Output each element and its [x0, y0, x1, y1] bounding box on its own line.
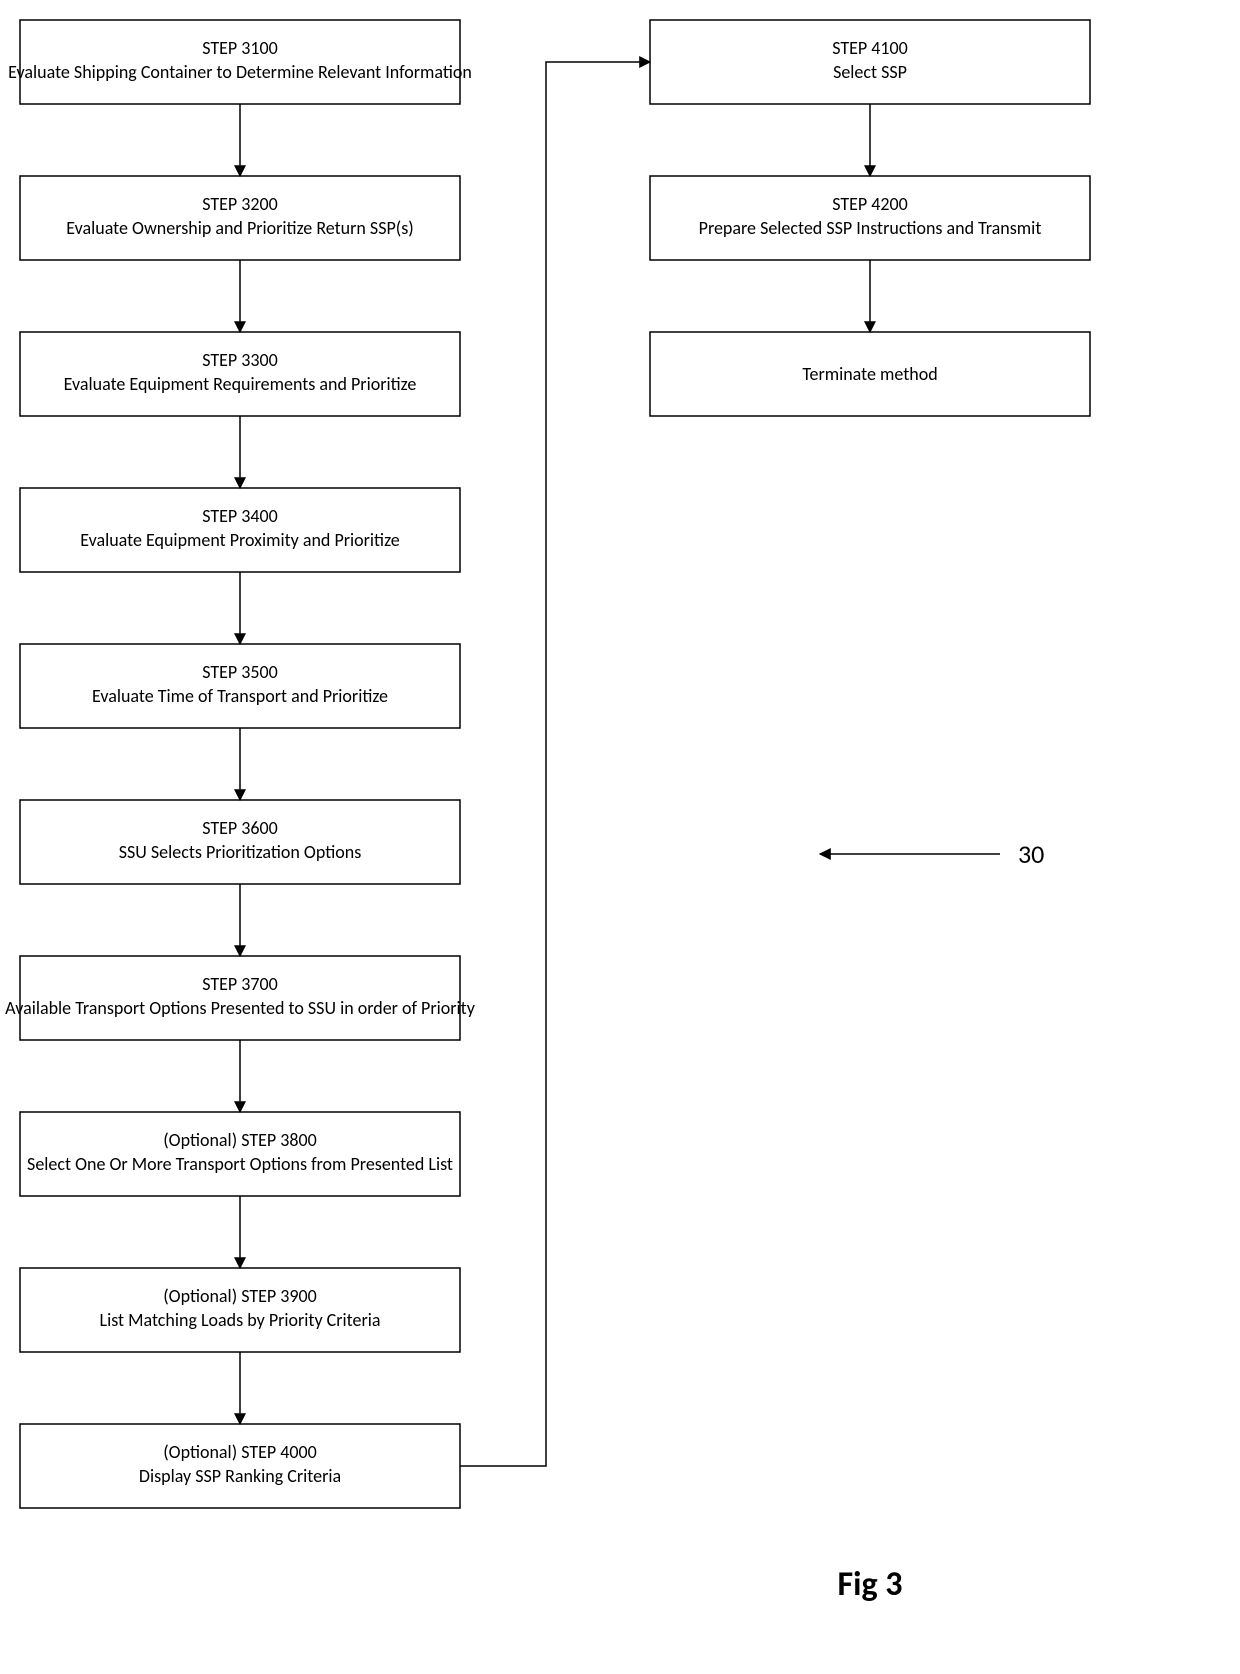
step-title: STEP 3100	[202, 37, 278, 59]
step-desc: Select One Or More Transport Options fro…	[27, 1153, 453, 1175]
figure-label: Fig 3	[838, 1564, 903, 1605]
step-box-left-9: (Optional) STEP 4000Display SSP Ranking …	[20, 1424, 460, 1508]
step-title: STEP 3700	[202, 973, 278, 995]
step-title: STEP 4100	[832, 37, 908, 59]
step-box-left-4: STEP 3500Evaluate Time of Transport and …	[20, 644, 460, 728]
step-desc: SSU Selects Prioritization Options	[119, 841, 361, 863]
cross-connector	[460, 62, 650, 1466]
step-box-left-1: STEP 3200Evaluate Ownership and Prioriti…	[20, 176, 460, 260]
step-box-right-1: STEP 4200Prepare Selected SSP Instructio…	[650, 176, 1090, 260]
step-box-left-6: STEP 3700Available Transport Options Pre…	[5, 956, 476, 1040]
step-box-right-0: STEP 4100Select SSP	[650, 20, 1090, 104]
step-title: STEP 3400	[202, 505, 278, 527]
step-desc: Select SSP	[833, 61, 907, 83]
step-desc: List Matching Loads by Priority Criteria	[100, 1309, 381, 1331]
step-box-left-2: STEP 3300Evaluate Equipment Requirements…	[20, 332, 460, 416]
step-desc: Prepare Selected SSP Instructions and Tr…	[699, 217, 1042, 239]
step-desc: Evaluate Equipment Proximity and Priorit…	[80, 529, 400, 551]
step-box-left-8: (Optional) STEP 3900List Matching Loads …	[20, 1268, 460, 1352]
flowchart-canvas: STEP 3100Evaluate Shipping Container to …	[0, 0, 1240, 1674]
step-title: (Optional) STEP 3800	[163, 1129, 317, 1151]
step-box-right-2: Terminate method	[650, 332, 1090, 416]
step-title: STEP 3200	[202, 193, 278, 215]
step-title: (Optional) STEP 3900	[163, 1285, 317, 1307]
step-box-left-5: STEP 3600SSU Selects Prioritization Opti…	[20, 800, 460, 884]
reference-number: 30	[1018, 838, 1044, 870]
step-box-left-7: (Optional) STEP 3800Select One Or More T…	[20, 1112, 460, 1196]
step-title: STEP 4200	[832, 193, 908, 215]
step-desc: Evaluate Equipment Requirements and Prio…	[64, 373, 417, 395]
step-title: STEP 3300	[202, 349, 278, 371]
step-desc: Available Transport Options Presented to…	[5, 997, 476, 1019]
step-title: (Optional) STEP 4000	[163, 1441, 317, 1463]
step-desc: Evaluate Time of Transport and Prioritiz…	[92, 685, 388, 707]
step-desc: Evaluate Ownership and Prioritize Return…	[66, 217, 413, 239]
step-desc: Display SSP Ranking Criteria	[139, 1465, 341, 1487]
step-box-left-3: STEP 3400Evaluate Equipment Proximity an…	[20, 488, 460, 572]
step-desc: Evaluate Shipping Container to Determine…	[8, 61, 472, 83]
step-title: STEP 3600	[202, 817, 278, 839]
step-box-left-0: STEP 3100Evaluate Shipping Container to …	[8, 20, 472, 104]
step-desc: Terminate method	[802, 363, 937, 385]
step-title: STEP 3500	[202, 661, 278, 683]
